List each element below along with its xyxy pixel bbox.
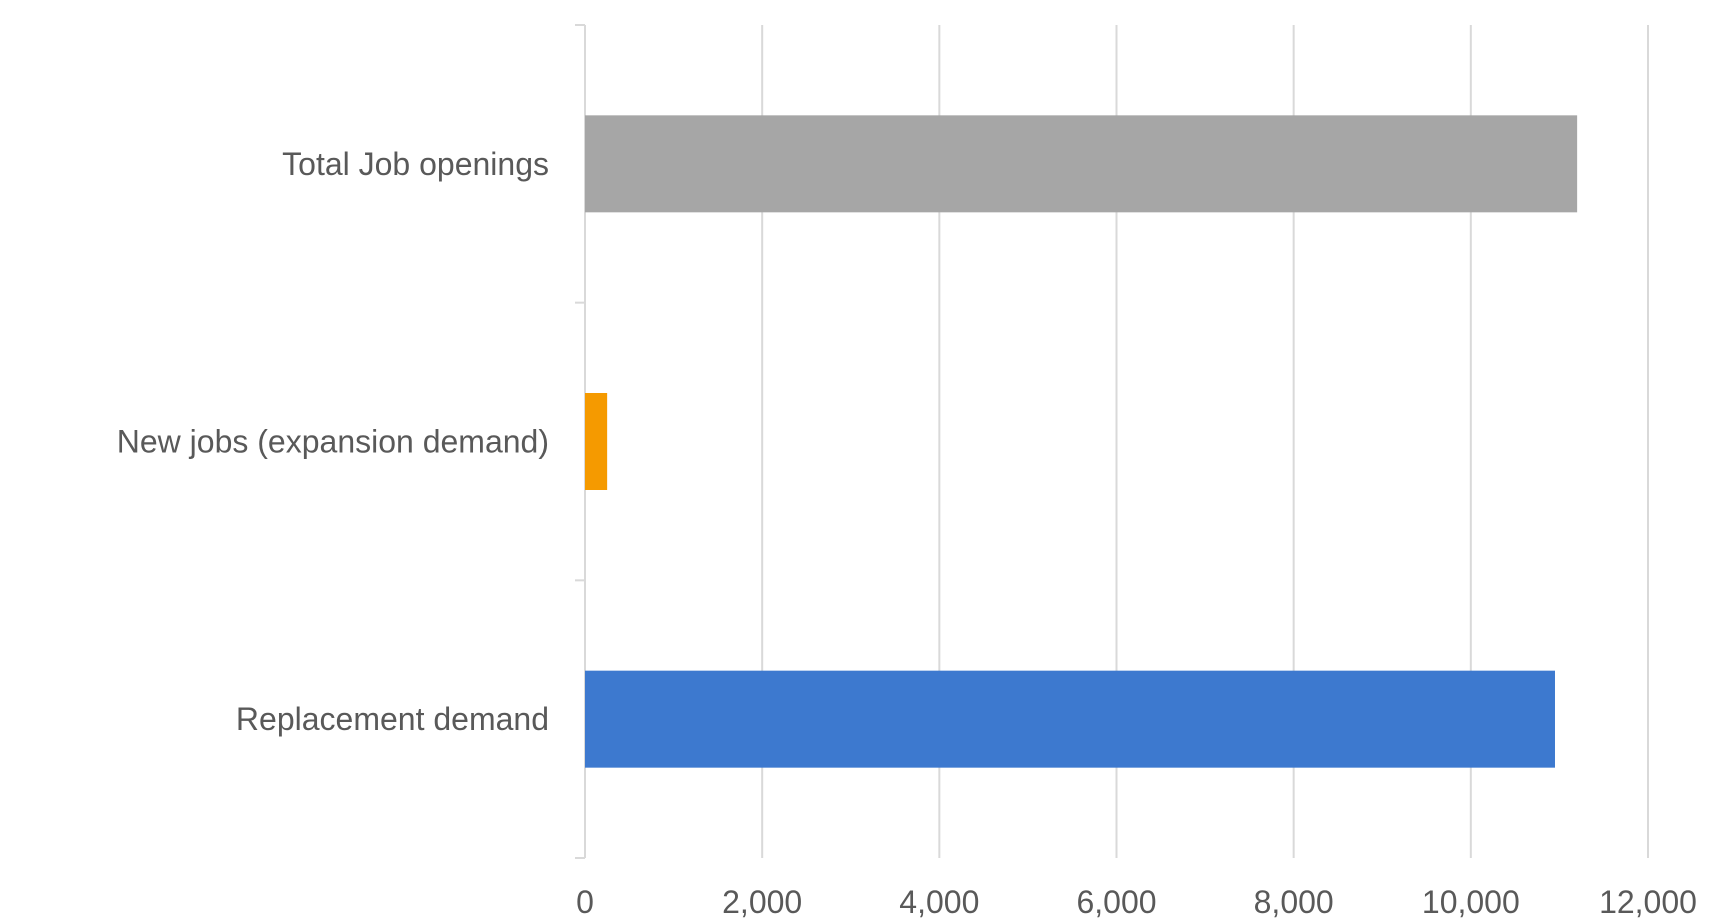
x-tick-label: 8,000	[1254, 884, 1334, 920]
category-label: Total Job openings	[282, 146, 549, 182]
category-label: New jobs (expansion demand)	[117, 424, 549, 460]
bars-layer	[585, 115, 1578, 768]
x-tick-label: 2,000	[722, 884, 802, 920]
x-tick-label: 10,000	[1422, 884, 1520, 920]
category-label: Replacement demand	[236, 701, 549, 737]
bar-new-jobs-expansion-demand	[585, 393, 608, 490]
x-tick-label: 6,000	[1076, 884, 1156, 920]
axis-layer	[575, 24, 586, 859]
category-labels-layer: Total Job openings New jobs (expansion de…	[117, 146, 549, 737]
x-tick-label: 12,000	[1599, 884, 1697, 920]
x-tick-label: 4,000	[899, 884, 979, 920]
x-tick-label: 0	[576, 884, 594, 920]
bar-total-job-openings	[585, 115, 1578, 213]
tick-labels-layer: 0 2,000 4,000 6,000 8,000 10,000 12,000	[576, 884, 1697, 920]
bar-replacement-demand	[585, 670, 1555, 768]
